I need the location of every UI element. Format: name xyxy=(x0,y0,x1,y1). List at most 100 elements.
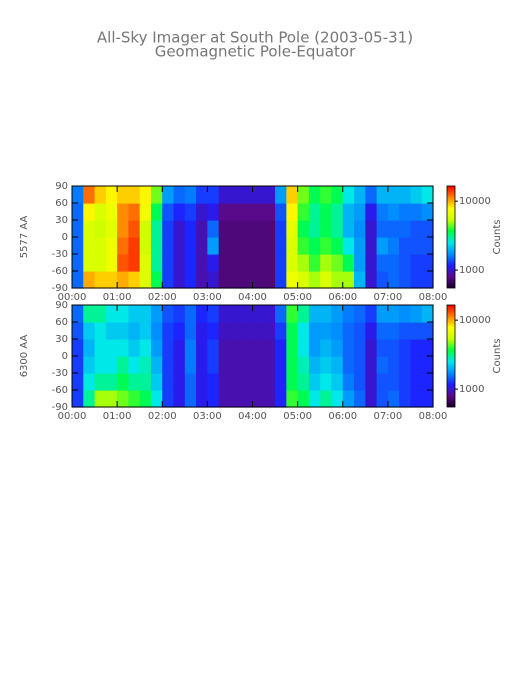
heat-cell xyxy=(150,186,163,204)
heat-cell xyxy=(218,356,231,374)
heat-cell xyxy=(331,339,344,357)
x-tick-label: 07:00 xyxy=(373,292,402,303)
x-tick-label: 03:00 xyxy=(193,292,222,303)
heat-cell xyxy=(150,339,163,357)
heat-cell xyxy=(387,186,400,204)
heat-cell xyxy=(387,203,400,221)
heat-cell xyxy=(128,220,141,238)
heat-cell xyxy=(263,220,276,238)
heat-cell xyxy=(263,186,276,204)
y-tick-label: 30 xyxy=(55,215,68,226)
heat-cell xyxy=(376,237,389,255)
heat-cell xyxy=(354,390,366,408)
heat-cell xyxy=(196,271,208,289)
heat-cell xyxy=(308,203,321,221)
heat-cell xyxy=(399,237,412,255)
heat-cell xyxy=(331,186,344,204)
heat-cell xyxy=(421,186,434,204)
heat-cell xyxy=(252,373,265,391)
heat-cell xyxy=(218,390,231,408)
heat-cell xyxy=(365,254,378,272)
heat-cell xyxy=(331,254,344,272)
heat-cell xyxy=(83,271,96,289)
heat-cell xyxy=(184,254,197,272)
heat-cell xyxy=(399,305,412,323)
heat-cell xyxy=(83,186,96,204)
heat-cell xyxy=(286,237,299,255)
heat-cell xyxy=(399,390,412,408)
x-tick-label: 02:00 xyxy=(148,292,177,303)
heat-cell xyxy=(342,356,355,374)
heat-cell xyxy=(94,322,107,340)
heat-cell xyxy=(365,237,378,255)
heat-cell xyxy=(342,322,355,340)
heat-cell xyxy=(387,356,400,374)
heat-cell xyxy=(275,356,287,374)
heat-cell xyxy=(72,356,84,374)
heat-cell xyxy=(72,237,84,255)
heat-cell xyxy=(207,373,220,391)
x-tick-label: 00:00 xyxy=(58,292,87,303)
heat-cell xyxy=(320,305,333,323)
heat-cell xyxy=(150,322,163,340)
heat-cell xyxy=(105,203,118,221)
heat-cell xyxy=(365,322,378,340)
heat-cell xyxy=(286,271,299,289)
heat-cell xyxy=(354,254,366,272)
heat-cell xyxy=(320,186,333,204)
heat-cell xyxy=(421,373,434,391)
x-tick-label: 08:00 xyxy=(419,292,448,303)
heat-cell xyxy=(252,254,265,272)
heat-cell xyxy=(286,356,299,374)
heat-cell xyxy=(410,339,423,357)
heat-cell xyxy=(275,271,287,289)
heat-cell xyxy=(150,220,163,238)
heat-cell xyxy=(387,322,400,340)
heat-cell xyxy=(128,203,141,221)
heat-cell xyxy=(365,186,378,204)
heat-cell xyxy=(376,373,389,391)
heat-cell xyxy=(421,254,434,272)
heat-cell xyxy=(421,305,434,323)
heat-cell xyxy=(241,203,254,221)
heat-cell xyxy=(218,237,231,255)
heat-cell xyxy=(286,254,299,272)
heat-cell xyxy=(342,254,355,272)
colorbar-label: Counts xyxy=(492,220,503,255)
heat-cell xyxy=(342,271,355,289)
heat-cell xyxy=(150,271,163,289)
heat-cell xyxy=(207,356,220,374)
heat-cell xyxy=(252,203,265,221)
heat-cell xyxy=(331,305,344,323)
heat-cell xyxy=(218,373,231,391)
heat-cell xyxy=(117,390,130,408)
heat-cell xyxy=(83,305,96,323)
heat-cell xyxy=(399,373,412,391)
heat-cell xyxy=(320,339,333,357)
colorbar-tick-label: 10000 xyxy=(459,315,491,326)
heat-cell xyxy=(128,254,141,272)
heat-cell xyxy=(207,390,220,408)
heat-cell xyxy=(399,271,412,289)
heat-cell xyxy=(320,390,333,408)
y-tick-label: 90 xyxy=(55,181,68,192)
heat-cell xyxy=(196,254,208,272)
heat-cell xyxy=(421,220,434,238)
heat-cell xyxy=(331,271,344,289)
heat-cell xyxy=(139,254,152,272)
heat-cell xyxy=(150,390,163,408)
heat-cell xyxy=(252,305,265,323)
heat-cell xyxy=(286,322,299,340)
heat-cell xyxy=(72,271,84,289)
heat-cell xyxy=(320,220,333,238)
heat-cell xyxy=(229,390,242,408)
x-tick-label: 08:00 xyxy=(419,411,448,422)
x-tick-label: 07:00 xyxy=(373,411,402,422)
heat-cell xyxy=(331,237,344,255)
heat-cell xyxy=(105,339,118,357)
heat-cell xyxy=(139,203,152,221)
heat-cell xyxy=(196,373,208,391)
heat-cell xyxy=(207,271,220,289)
heat-cell xyxy=(376,305,389,323)
heat-cell xyxy=(410,203,423,221)
